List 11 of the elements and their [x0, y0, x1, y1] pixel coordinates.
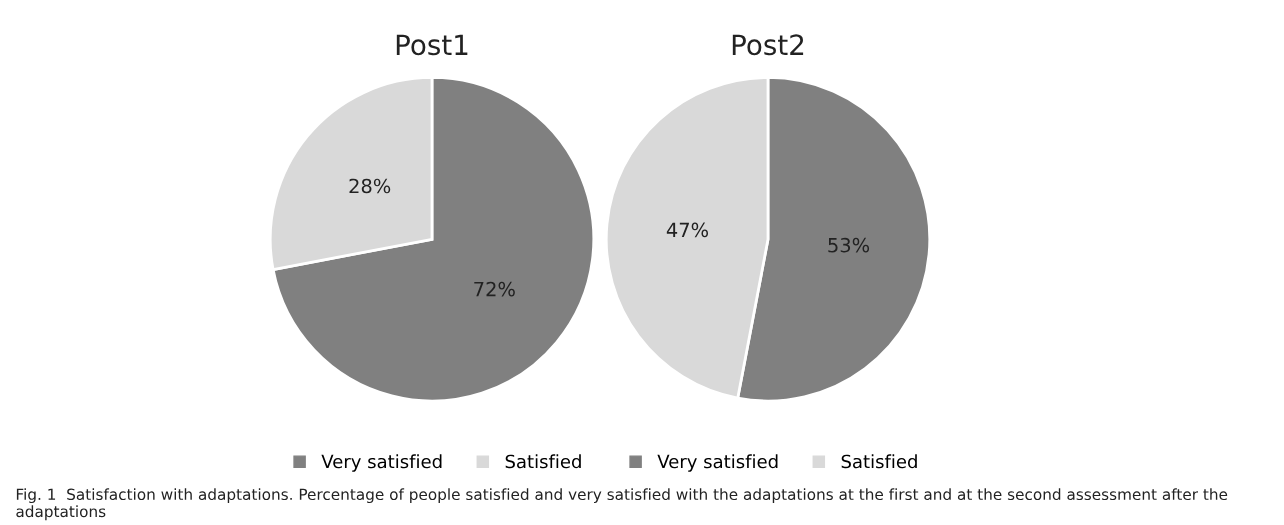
legend-label: Satisfied	[841, 454, 917, 469]
caption: Fig. 1 Satisfaction with adaptations. Percentage of people satisfied and very satisfied with the adaptations at the first and at the second assessment after the adaptations	[16, 488, 1228, 521]
data-label: 47%	[666, 222, 709, 238]
slice-label: Very satisfied	[657, 454, 778, 472]
data-label: 53%	[828, 237, 870, 253]
legend-label: Satisfied	[505, 454, 581, 469]
legend-label: Very satisfied	[321, 454, 442, 472]
chart-title: Post2	[732, 34, 804, 56]
data-label: 72%	[474, 281, 515, 297]
chart-title: Post1	[396, 34, 468, 56]
data-label: 28%	[349, 178, 391, 194]
